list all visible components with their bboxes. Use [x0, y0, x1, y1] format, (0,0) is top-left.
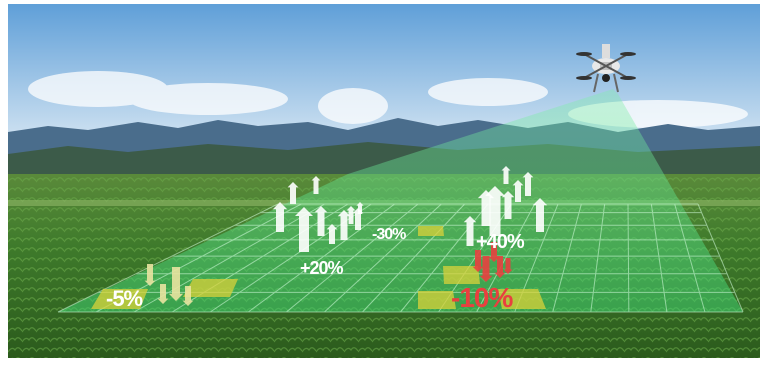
drone-field-scene: -5% +20% -30% +40% -10%: [8, 4, 760, 358]
scene-illustration: -5% +20% -30% +40% -10%: [8, 4, 760, 358]
red-down-arrow-icon: [472, 242, 513, 282]
label-plus20: +20%: [300, 258, 344, 278]
label-plus40: +40%: [476, 231, 525, 253]
label-minus10: -10%: [451, 282, 513, 313]
drone-icon: [576, 44, 636, 93]
up-arrow-icon: [272, 166, 548, 252]
yellow-cells: [91, 226, 546, 309]
label-minus30: -30%: [372, 226, 406, 243]
down-arrow-icon: [144, 264, 194, 306]
label-minus5: -5%: [106, 286, 143, 311]
